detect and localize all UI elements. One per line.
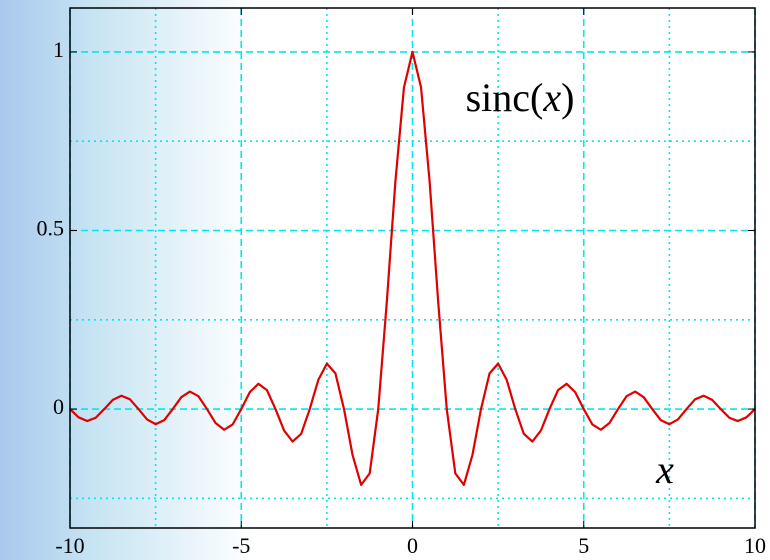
x-tick-label: 0 xyxy=(407,533,418,558)
curve-label-part: sinc( xyxy=(466,75,544,120)
x-axis-label: x xyxy=(655,447,674,492)
x-tick-label: -5 xyxy=(232,533,250,558)
x-tick-label: 5 xyxy=(578,533,589,558)
y-tick-label: 1 xyxy=(53,37,64,62)
x-tick-label: -10 xyxy=(55,533,84,558)
curve-label-part: x xyxy=(542,75,561,120)
data-line xyxy=(69,50,756,486)
x-tick-label: 10 xyxy=(744,533,766,558)
grid xyxy=(69,8,756,528)
plot xyxy=(69,50,756,486)
y-tick-label: 0.5 xyxy=(37,216,65,241)
y-tick-label: 0 xyxy=(53,394,64,419)
curve-label-part: ) xyxy=(561,75,574,120)
curve-label: sinc(x) xyxy=(466,75,575,120)
